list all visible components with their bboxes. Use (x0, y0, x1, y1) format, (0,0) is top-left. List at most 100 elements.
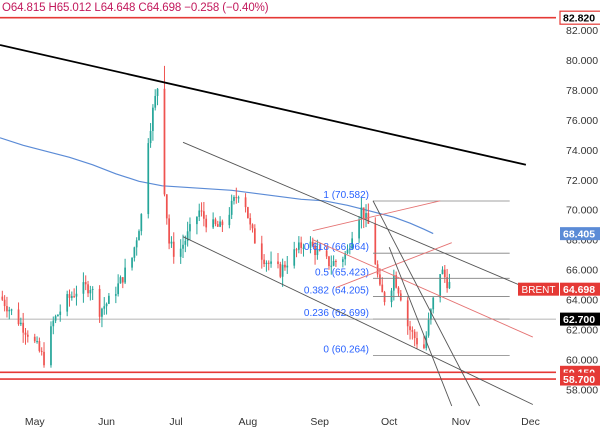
candle-body-36 (117, 283, 120, 295)
candle-body-38 (121, 277, 124, 283)
candle-body-30 (98, 288, 101, 317)
high-value: H65.012 (48, 2, 92, 14)
candle-body-118 (381, 284, 384, 293)
symbol-tag (518, 282, 559, 296)
candle-body-97 (314, 246, 316, 256)
x-tick-label: Jul (169, 416, 182, 428)
wedge-upper-red-line (312, 200, 441, 232)
y-tick-label: 78.000 (566, 85, 598, 97)
channel-lower-line (182, 236, 534, 405)
candle-body-13 (40, 350, 43, 352)
candle-body-95 (309, 241, 312, 248)
candle-body-60 (196, 216, 198, 225)
price-tag-2 (560, 282, 600, 296)
candle-body-2 (6, 306, 8, 312)
fib-label-1: 1 (70.582) (323, 190, 369, 201)
x-tick-label: Oct (381, 416, 397, 428)
candle-body-79 (253, 228, 256, 244)
fib-label-0.618: 0.618 (66.964) (304, 242, 369, 253)
candle-body-127 (411, 330, 414, 332)
candle-body-65 (212, 219, 215, 228)
candle-body-24 (75, 293, 78, 297)
candle-body-20 (66, 294, 69, 312)
candle-body-35 (114, 294, 117, 296)
candle-body-3 (8, 309, 11, 312)
candle-body-15 (50, 326, 52, 366)
candle-body-115 (374, 223, 377, 265)
candle-body-122 (395, 275, 398, 288)
moving-average (0, 137, 434, 235)
price-tag-0 (559, 10, 600, 25)
x-axis: May Jun Jul Aug Sep Oct Nov Dec (25, 416, 540, 428)
y-axis: 82.000 80.000 78.000 76.000 74.000 72.000 70.0… (566, 25, 598, 397)
candle-body-100 (325, 250, 328, 257)
fib-label-0.382: 0.382 (64.205) (304, 286, 369, 297)
change-value: −0.258 (−0.40%) (184, 2, 269, 14)
candle-body-108 (348, 248, 351, 250)
y-tick-label: 60.000 (566, 355, 598, 367)
candle-body-89 (286, 265, 289, 268)
candle-body-85 (277, 261, 279, 265)
candle-body-75 (244, 197, 247, 208)
price-tag-label-0: 82.820 (563, 13, 595, 25)
candle-body-61 (198, 210, 201, 217)
candle-body-40 (131, 257, 133, 268)
x-tick-label: Nov (452, 416, 471, 428)
y-tick-label: 62.000 (566, 325, 598, 337)
candle-body-57 (184, 240, 187, 245)
candle-body-39 (124, 267, 126, 283)
candle-body-6 (19, 322, 22, 325)
candle-body-81 (263, 259, 265, 265)
candle-body-53 (170, 241, 173, 244)
candle-body-84 (270, 261, 272, 264)
candle-body-121 (392, 275, 395, 291)
candle-body-98 (316, 249, 319, 256)
candle-body-78 (251, 224, 254, 229)
candle-body-18 (57, 314, 59, 317)
candle-body-34 (108, 295, 110, 304)
candle-body-134 (432, 297, 435, 310)
ohlc-header: O64.815 H65.012 L64.648 C64.698 −0.258 (… (2, 2, 269, 14)
x-tick-label: Dec (521, 416, 540, 428)
candle-body-54 (172, 241, 175, 257)
candle-body-82 (265, 262, 268, 265)
candle-body-76 (247, 207, 249, 219)
candle-body-12 (38, 341, 41, 351)
long-term-resistance-line (0, 44, 527, 166)
candle-body-72 (233, 197, 235, 201)
moving-average-line (0, 137, 434, 235)
candle-body-23 (73, 296, 76, 298)
candle-body-119 (383, 292, 386, 303)
candle-body-44 (140, 214, 143, 232)
candle-body-7 (22, 322, 25, 333)
candle-body-77 (249, 218, 252, 225)
y-tick-label: 64.000 (566, 295, 598, 307)
candle-body-4 (10, 309, 13, 311)
x-tick-label: Aug (239, 416, 258, 428)
candle-body-31 (101, 308, 103, 317)
candle-body-45 (147, 143, 150, 215)
candle-body-117 (379, 274, 381, 285)
candle-body-101 (328, 256, 330, 267)
candle-body-66 (214, 219, 217, 225)
x-tick-label: Sep (310, 416, 329, 428)
y-tick-label: 58.000 (566, 385, 598, 397)
candle-body-86 (279, 264, 282, 277)
candle-body-136 (441, 269, 444, 275)
x-tick-label: May (25, 416, 46, 428)
candle-body-21 (68, 294, 71, 298)
candle-body-126 (409, 326, 411, 331)
candle-body-94 (302, 247, 305, 249)
candle-body-64 (205, 218, 208, 228)
candle-body-48 (154, 95, 157, 108)
price-tag-label-3: 62.700 (563, 314, 595, 326)
channel-upper-line (182, 141, 534, 292)
candle-body-104 (335, 261, 337, 263)
candle-body-5 (17, 309, 20, 325)
candle-body-43 (138, 231, 140, 241)
candle-body-91 (295, 249, 298, 251)
candle-body-19 (59, 311, 62, 315)
y-tick-label: 70.000 (566, 205, 598, 217)
candle-body-62 (200, 210, 203, 212)
